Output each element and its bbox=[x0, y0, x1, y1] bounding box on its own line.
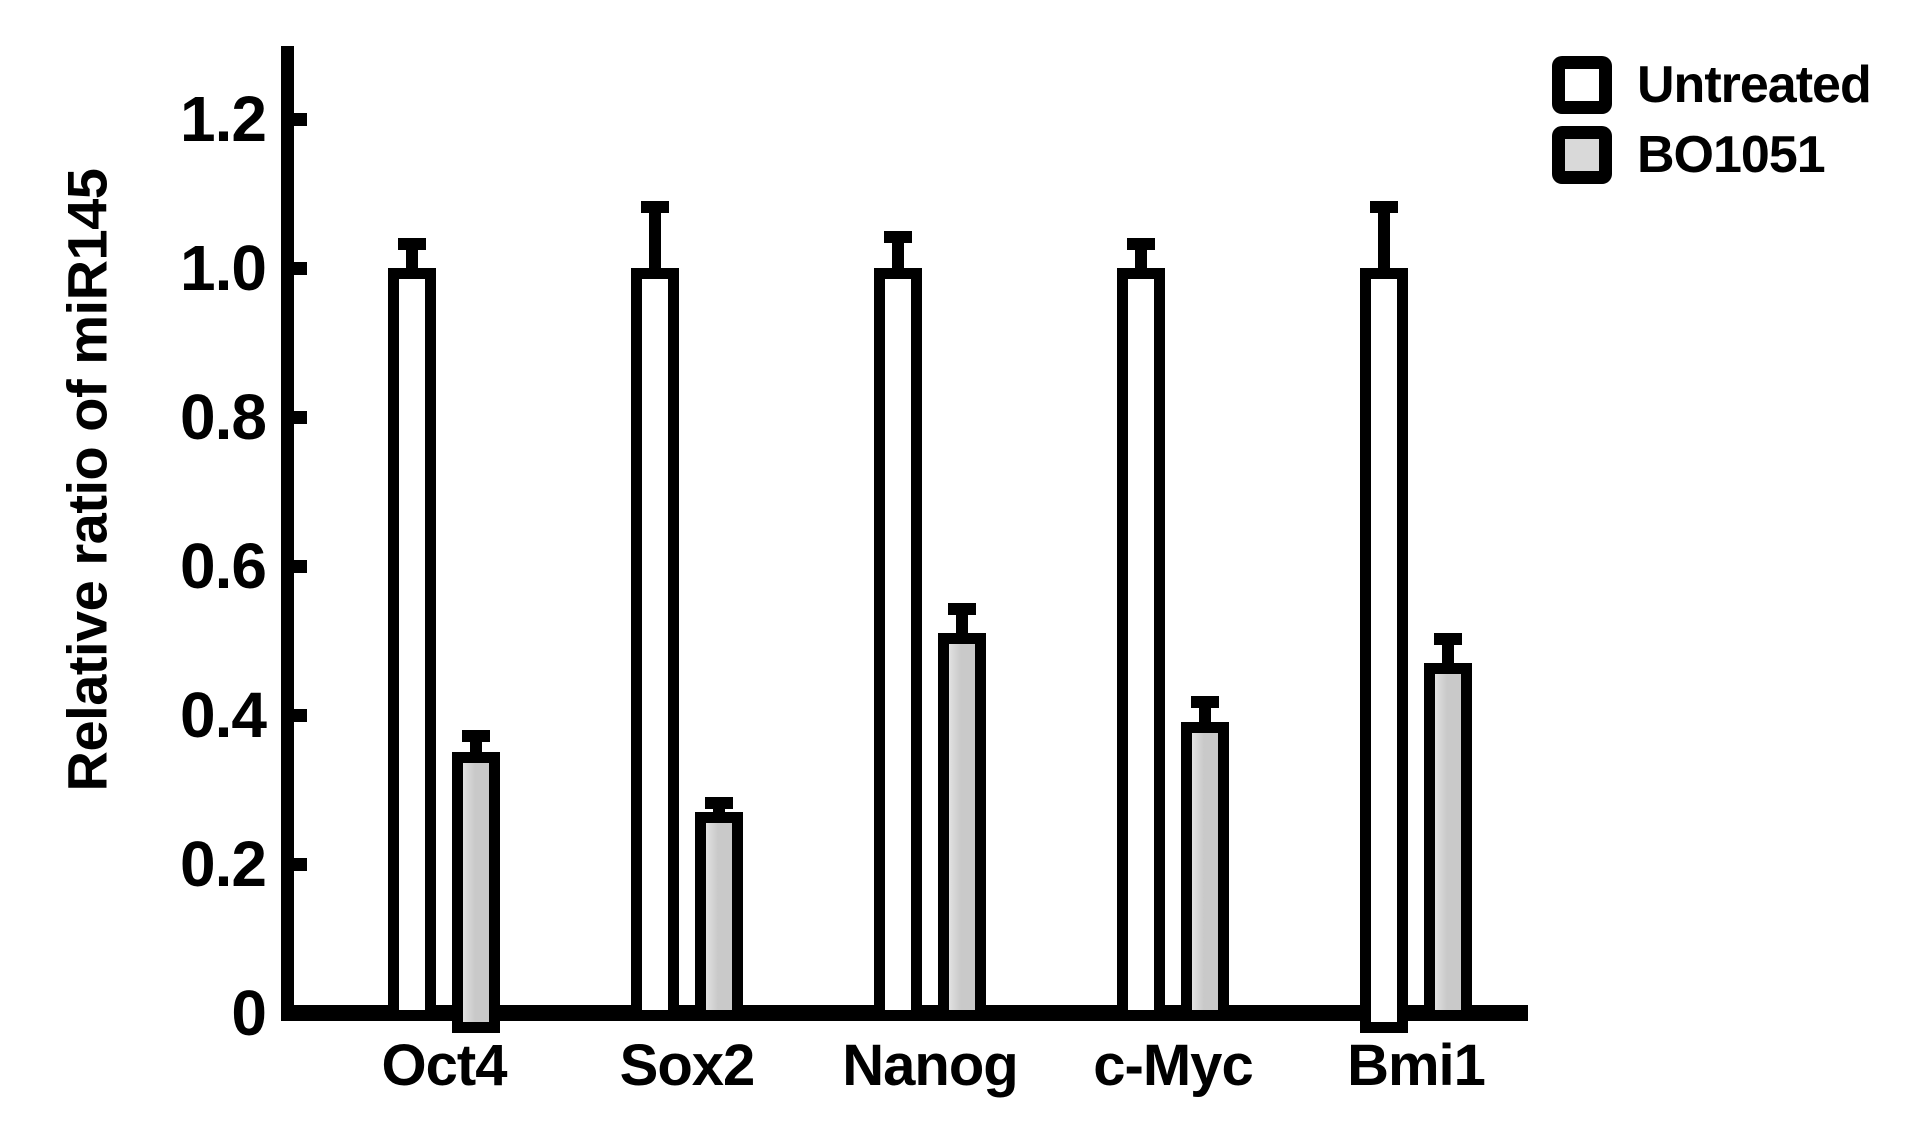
y-tick-label: 1.2 bbox=[180, 83, 267, 155]
error-bar-cap bbox=[1434, 633, 1462, 646]
error-bar-cap bbox=[1191, 696, 1219, 709]
y-tick-mark bbox=[283, 113, 307, 126]
x-tick-label-oct4: Oct4 bbox=[381, 1033, 508, 1098]
y-tick-mark bbox=[283, 709, 307, 722]
y-tick-mark bbox=[283, 411, 307, 424]
y-tick-label: 1.0 bbox=[180, 232, 267, 304]
error-bar-cap bbox=[398, 238, 426, 251]
legend-label-untreated: Untreated bbox=[1637, 56, 1872, 114]
bar-untreated-sox2 bbox=[631, 268, 679, 1021]
error-bar-cap bbox=[1127, 238, 1155, 251]
error-bar-cap bbox=[948, 603, 976, 616]
y-tick-label: 0.6 bbox=[180, 530, 267, 602]
error-bar-cap bbox=[641, 200, 669, 213]
y-tick-mark bbox=[283, 560, 307, 573]
y-tick-label: 0 bbox=[231, 977, 267, 1049]
error-bar-cap bbox=[1370, 200, 1398, 213]
legend-item-untreated: Untreated bbox=[1552, 56, 1872, 114]
bar-untreated-nanog bbox=[874, 268, 922, 1021]
x-tick-label-sox2: Sox2 bbox=[619, 1033, 756, 1098]
bar-untreated-oct4 bbox=[388, 268, 436, 1021]
x-tick-label-nanog: Nanog bbox=[842, 1033, 1018, 1098]
legend: Untreated BO1051 bbox=[1552, 56, 1872, 196]
bar-bo1051-sox2 bbox=[695, 811, 743, 1021]
legend-swatch-untreated-icon bbox=[1552, 56, 1612, 114]
error-bar-cap bbox=[462, 729, 490, 742]
x-tick-label-cmyc: c-Myc bbox=[1093, 1033, 1253, 1098]
bar-untreated-cmyc bbox=[1117, 268, 1165, 1021]
bar-untreated-bmi1 bbox=[1360, 268, 1408, 1033]
error-bar-cap bbox=[705, 796, 733, 809]
y-tick-mark bbox=[283, 262, 307, 275]
legend-swatch-bo1051-icon bbox=[1552, 126, 1612, 184]
bar-bo1051-oct4 bbox=[452, 752, 500, 1033]
y-tick-label: 0.4 bbox=[180, 679, 267, 751]
y-tick-label: 0.2 bbox=[180, 828, 267, 900]
legend-item-bo1051: BO1051 bbox=[1552, 126, 1871, 184]
legend-label-bo1051: BO1051 bbox=[1637, 126, 1826, 184]
x-tick-label-bmi1: Bmi1 bbox=[1347, 1033, 1486, 1098]
y-axis-line bbox=[281, 46, 294, 1021]
y-tick-mark bbox=[283, 858, 307, 871]
y-tick-label: 0.8 bbox=[180, 381, 267, 453]
error-bar-cap bbox=[884, 230, 912, 243]
bar-bo1051-bmi1 bbox=[1424, 662, 1472, 1021]
bar-bo1051-cmyc bbox=[1181, 722, 1229, 1021]
bar-bo1051-nanog bbox=[938, 633, 986, 1021]
